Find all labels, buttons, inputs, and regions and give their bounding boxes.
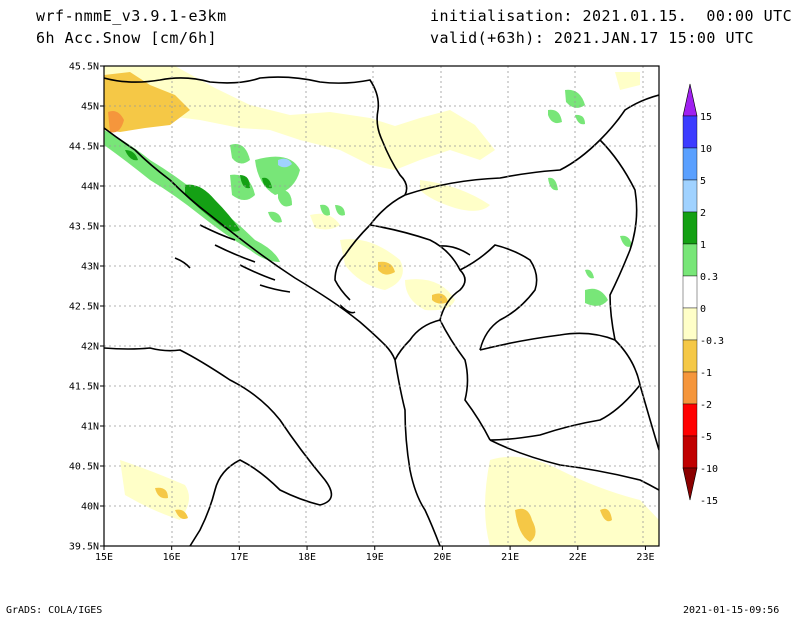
colorbar-swatch — [682, 211, 698, 245]
lat-label: 40N — [81, 502, 99, 513]
colorbar-level-label: -15 — [700, 496, 718, 507]
colorbar-swatch — [682, 275, 698, 309]
colorbar-level-label: 15 — [700, 112, 712, 123]
colorbar-swatch — [682, 435, 698, 469]
lon-label: 21E — [501, 552, 519, 563]
init-time: initialisation: 2021.01.15. 00:00 UTC — [430, 7, 793, 25]
colorbar-level-label: 0 — [700, 304, 706, 315]
coastlines-borders — [104, 76, 659, 546]
lat-label: 41.5N — [69, 382, 99, 393]
colorbar-swatch — [682, 339, 698, 373]
field-title: 6h Acc.Snow [cm/6h] — [36, 29, 218, 47]
colorbar: 15 10 5 2 1 0.3 0 -0.3 -1 -2 -5 -10 -15 — [682, 83, 724, 507]
valid-time: valid(+63h): 2021.JAN.17 15:00 UTC — [430, 29, 755, 47]
colorbar-level-label: -1 — [700, 368, 712, 379]
lat-label: 45N — [81, 102, 99, 113]
colorbar-bottom-arrow — [682, 467, 698, 501]
colorbar-swatch — [682, 147, 698, 181]
colorbar-level-label: -0.3 — [700, 336, 724, 347]
colorbar-level-label: -5 — [700, 432, 712, 443]
lat-label: 44N — [81, 182, 99, 193]
lat-label: 42N — [81, 342, 99, 353]
colorbar-swatch — [682, 243, 698, 277]
model-title: wrf-nmmE_v3.9.1-e3km — [36, 7, 227, 25]
longitude-axis: 15E 16E 17E 18E 19E 20E 21E 22E 23E — [95, 546, 654, 563]
lon-label: 16E — [163, 552, 181, 563]
lat-label: 39.5N — [69, 542, 99, 553]
lat-label: 45.5N — [69, 62, 99, 73]
lon-label: 20E — [433, 552, 451, 563]
lat-label: 43.5N — [69, 222, 99, 233]
grid-lines — [104, 66, 659, 546]
latitude-axis: 45.5N 45N 44.5N 44N 43.5N 43N 42.5N 42N 41.5N 41N… — [69, 62, 104, 553]
colorbar-level-label: 1 — [700, 240, 706, 251]
colorbar-swatch — [682, 115, 698, 149]
lon-label: 18E — [298, 552, 316, 563]
lat-label: 43N — [81, 262, 99, 273]
lat-label: 44.5N — [69, 142, 99, 153]
colorbar-swatch — [682, 371, 698, 405]
colorbar-level-label: 0.3 — [700, 272, 718, 283]
lon-label: 22E — [569, 552, 587, 563]
colorbar-level-label: -2 — [700, 400, 712, 411]
colorbar-swatch — [682, 307, 698, 341]
lat-label: 40.5N — [69, 462, 99, 473]
lat-label: 41N — [81, 422, 99, 433]
lat-label: 42.5N — [69, 302, 99, 313]
colorbar-level-label: 10 — [700, 144, 712, 155]
lon-label: 15E — [95, 552, 113, 563]
footer-timestamp: 2021-01-15-09:56 — [683, 605, 780, 616]
colorbar-swatch — [682, 179, 698, 213]
lon-label: 23E — [636, 552, 654, 563]
colorbar-swatch — [682, 403, 698, 437]
colorbar-level-label: -10 — [700, 464, 718, 475]
lon-label: 19E — [366, 552, 384, 563]
colorbar-level-label: 2 — [700, 208, 706, 219]
footer-credit: GrADS: COLA/IGES — [6, 605, 103, 616]
colorbar-level-label: 5 — [700, 176, 706, 187]
snow-shading — [104, 66, 659, 546]
lon-label: 17E — [230, 552, 248, 563]
colorbar-top-arrow — [682, 83, 698, 117]
